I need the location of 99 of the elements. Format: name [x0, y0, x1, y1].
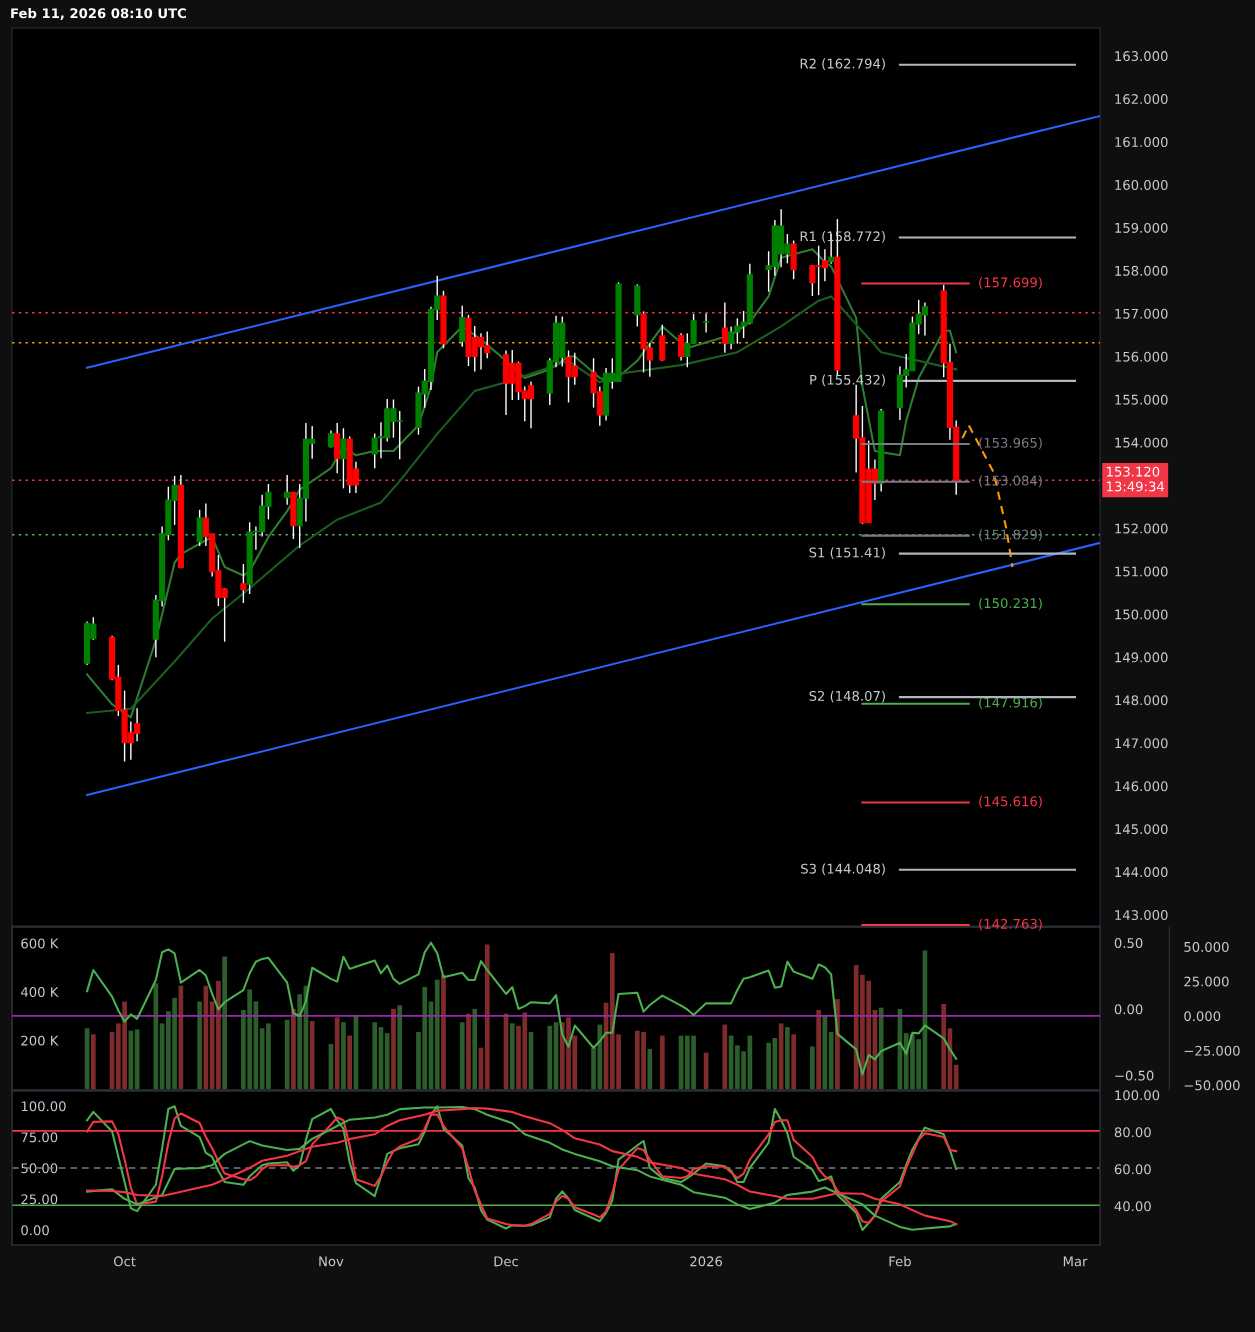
x-tick-label: Oct	[113, 1256, 136, 1267]
bar	[384, 1033, 390, 1089]
bar	[441, 974, 446, 1089]
bar	[222, 956, 227, 1089]
y-tick-label: 149.000	[1115, 652, 1168, 663]
bar	[341, 1022, 346, 1089]
bar	[816, 1010, 821, 1089]
bar	[878, 1007, 884, 1089]
y-tick-label: 0.00	[21, 1225, 49, 1236]
bar	[391, 1008, 396, 1089]
bar	[472, 1008, 478, 1089]
candlestick	[721, 301, 728, 354]
y-tick-label: 154.000	[1115, 437, 1168, 448]
y-tick-label: 151.000	[1115, 566, 1168, 577]
bar	[284, 1019, 290, 1089]
y2-tick-label: −0.50	[1115, 1070, 1154, 1081]
y-tick-label: 161.000	[1115, 137, 1168, 147]
y3-tick-label: 0.000	[1184, 1011, 1221, 1022]
bar	[766, 1042, 771, 1089]
series-label: (150.231)	[979, 597, 1042, 610]
y-tick-label: 75.00	[21, 1132, 58, 1143]
bar	[334, 1017, 340, 1089]
bar	[266, 1023, 271, 1089]
candlestick	[240, 563, 247, 604]
y-tick-label: 143.000	[1115, 910, 1168, 921]
y-tick-label: 158.000	[1115, 265, 1168, 276]
bar	[197, 1001, 202, 1089]
y-tick-label: 150.000	[1115, 609, 1168, 620]
y2-tick-label: 0.50	[1114, 938, 1143, 949]
y-tick-label: 50.00	[21, 1163, 58, 1174]
y3-tick-label: 50.000	[1184, 941, 1229, 952]
y3-tick-label: 25.000	[1184, 976, 1229, 987]
y-tick-label: 152.000	[1115, 523, 1168, 534]
series-label: (153.965)	[979, 437, 1042, 450]
bar	[791, 1034, 796, 1089]
y-tick-label: 400 K	[21, 987, 59, 998]
candlestick	[340, 427, 347, 490]
bar	[216, 980, 221, 1089]
bar	[547, 1025, 553, 1089]
y-tick-label: 147.000	[1115, 738, 1168, 749]
x-tick-label: Nov	[319, 1256, 344, 1267]
line-series	[86, 941, 958, 1076]
y-tick-label: 157.000	[1115, 308, 1168, 319]
candlestick	[678, 332, 685, 362]
bar	[309, 1020, 315, 1089]
bar	[291, 1008, 296, 1089]
bar	[397, 1005, 403, 1089]
annotation: R2 (162.794)	[800, 58, 885, 71]
bar	[434, 979, 440, 1089]
bar	[785, 1027, 790, 1089]
y-tick-label: 600 K	[21, 938, 59, 949]
bar	[90, 1034, 96, 1089]
bar	[459, 1022, 465, 1089]
y2-tick-label: 60.00	[1114, 1164, 1151, 1175]
y3-tick-label: −50.000	[1184, 1080, 1240, 1091]
ref-line-label: 153.120 13:49:34	[1107, 466, 1165, 492]
candlestick	[703, 312, 710, 334]
annotation: S2 (148.07)	[809, 690, 885, 703]
bar	[941, 1003, 947, 1089]
bar	[347, 1035, 353, 1089]
y-tick-label: 200 K	[21, 1035, 59, 1046]
y-tick-label: 163.000	[1115, 51, 1168, 62]
y2-tick-label: 80.00	[1114, 1127, 1151, 1138]
y-tick-label: 145.000	[1115, 824, 1168, 835]
series-label: (147.916)	[979, 697, 1042, 710]
series-label: (151.829)	[979, 529, 1042, 542]
y-tick-label: 25.00	[21, 1194, 58, 1205]
y-tick-label: 146.000	[1115, 781, 1168, 792]
y2-tick-label: 40.00	[1114, 1201, 1151, 1212]
series-label: (145.616)	[979, 796, 1042, 808]
y-tick-label: 100.00	[21, 1101, 66, 1112]
annotation: S3 (144.048)	[801, 863, 885, 876]
candlestick	[284, 474, 291, 506]
bar	[509, 1023, 515, 1089]
x-tick-label: Feb	[889, 1256, 911, 1267]
annotation: S1 (151.41)	[809, 547, 885, 560]
x-tick-label: Mar	[1063, 1256, 1088, 1267]
series-label: (142.763)	[979, 918, 1042, 931]
bar	[372, 1022, 378, 1089]
y-tick-label: 156.000	[1115, 351, 1168, 362]
candlestick	[196, 509, 203, 547]
bar	[647, 1048, 653, 1089]
bar	[297, 994, 303, 1089]
x-tick-label: Dec	[494, 1256, 518, 1267]
chart-title: Feb 11, 2026 08:10 UTC	[11, 7, 186, 20]
bar	[953, 1064, 959, 1089]
bar	[810, 1046, 815, 1089]
bar	[484, 944, 490, 1089]
y-tick-label: 144.000	[1115, 867, 1168, 878]
y3-tick-label: −25.000	[1184, 1045, 1240, 1056]
x-tick-label: 2026	[690, 1256, 723, 1267]
bar	[659, 1035, 665, 1089]
y-tick-label: 159.000	[1115, 222, 1168, 233]
y-tick-label: 155.000	[1115, 394, 1168, 405]
y-tick-label: 162.000	[1115, 94, 1168, 105]
series-label: (157.699)	[979, 277, 1042, 289]
y-tick-label: 148.000	[1115, 695, 1168, 706]
y-tick-label: 160.000	[1115, 179, 1168, 190]
bar	[466, 1013, 471, 1089]
